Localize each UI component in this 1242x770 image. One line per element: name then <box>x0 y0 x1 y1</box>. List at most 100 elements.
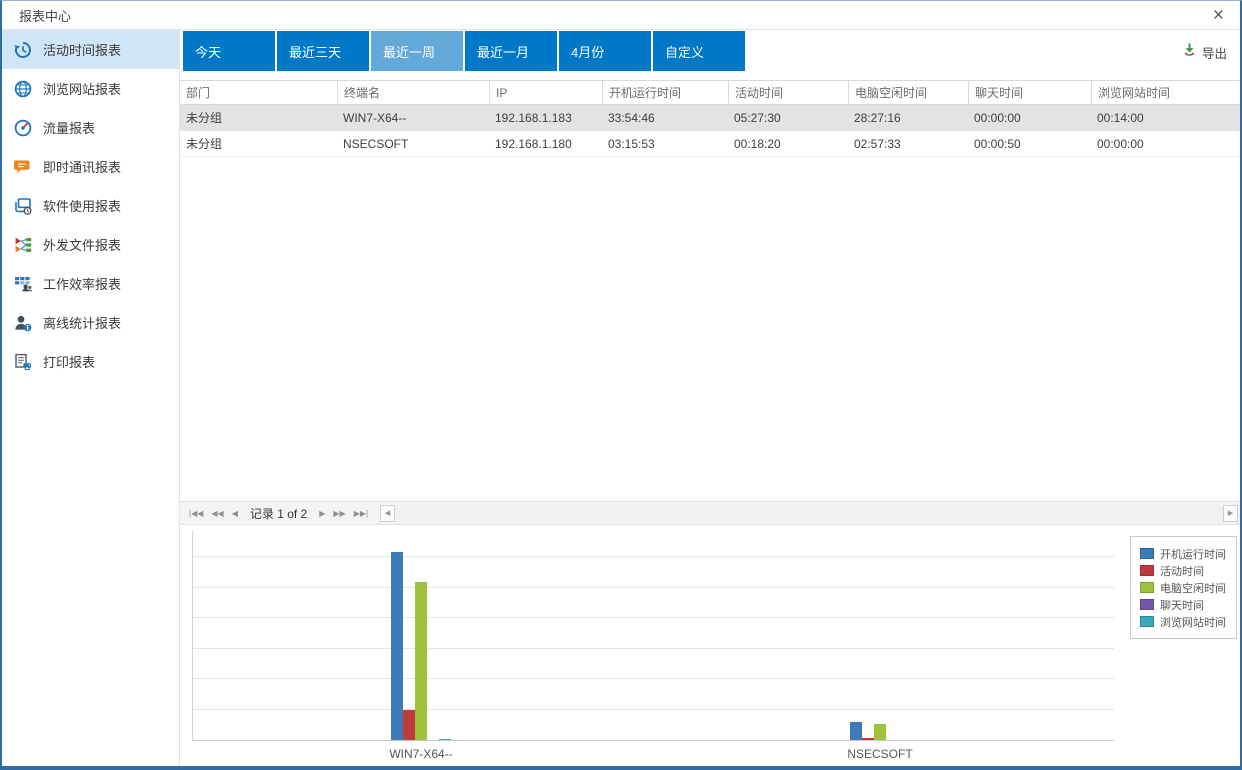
table-cell: 05:27:30 <box>734 110 781 125</box>
legend-item-idle-time: 电脑空闲时间 <box>1140 579 1226 596</box>
chart-legend: 开机运行时间 活动时间 电脑空闲时间 聊天时间 浏览网站时间 <box>1130 536 1237 639</box>
history-clock-icon <box>13 40 33 60</box>
bar-boot-run-time-1 <box>850 722 862 740</box>
table-row[interactable]: 未分组 NSECSOFT 192.168.1.180 03:15:53 00:18:20… <box>180 131 1240 157</box>
y-gridline <box>192 587 1114 588</box>
titlebar: 报表中心 × <box>2 1 1240 30</box>
column-header[interactable]: IP <box>489 81 602 104</box>
export-label: 导出 <box>1201 46 1227 61</box>
y-gridline <box>192 709 1114 710</box>
bar-active-time-1 <box>862 738 874 740</box>
pager-nav: |◀◀ ◀◀ ◀ 记录 1 of 2 ▶ ▶▶ ▶▶| <box>185 505 372 522</box>
column-header[interactable]: 活动时间 <box>728 81 848 104</box>
scroll-left-icon[interactable]: ◀ <box>380 504 396 522</box>
person-info-icon <box>13 313 33 333</box>
y-gridline <box>192 556 1114 557</box>
column-header[interactable]: 开机运行时间 <box>602 81 728 104</box>
table-cell: WIN7-X64-- <box>343 110 407 125</box>
sidebar-item-label: 离线统计报表 <box>43 316 122 331</box>
printer-icon <box>13 352 33 372</box>
tab-today[interactable]: 今天 <box>183 31 275 71</box>
legend-swatch <box>1140 582 1154 593</box>
bar-web-time-0 <box>439 739 451 740</box>
table-cell: 192.168.1.183 <box>495 110 572 125</box>
grid-header-row: 部门 终端名 IP 开机运行时间 活动时间 电脑空闲时间 聊天时间 浏览网站时间 <box>180 80 1240 105</box>
table-cell: 00:14:00 <box>1097 110 1144 125</box>
fast-forward-button[interactable]: ▶▶ <box>333 508 346 518</box>
sidebar-item-work-efficiency[interactable]: 工作效率报表 <box>2 264 179 303</box>
x-axis-label: NSECSOFT <box>847 747 913 761</box>
gauge-icon <box>13 118 33 138</box>
main-area: 活动时间报表 浏览网站报表流量报表即时通讯报表 软件使用报表外发文件报表工作效率报表… <box>2 30 1240 766</box>
tab-last-3-days[interactable]: 最近三天 <box>277 31 369 71</box>
table-cell: 28:27:16 <box>854 110 901 125</box>
tab-custom[interactable]: 自定义 <box>653 31 745 71</box>
content-area: 今天 最近三天 最近一周 最近一月 4月份 自定义 导出 部门 终端名 IP 开机运行时间 活动时… <box>180 30 1240 766</box>
sidebar-item-label: 打印报表 <box>43 355 96 370</box>
record-count-text: 记录 1 of 2 <box>249 506 308 521</box>
chat-bubble-icon <box>13 157 33 177</box>
sidebar-item-traffic[interactable]: 流量报表 <box>2 108 179 147</box>
table-cell: 00:00:00 <box>1097 136 1144 151</box>
sidebar: 活动时间报表 浏览网站报表流量报表即时通讯报表 软件使用报表外发文件报表工作效率报表… <box>2 30 180 766</box>
column-header[interactable]: 聊天时间 <box>968 81 1091 104</box>
first-page-button[interactable]: |◀◀ <box>189 508 204 518</box>
prev-page-button[interactable]: ◀ <box>231 508 238 518</box>
next-page-button[interactable]: ▶ <box>319 508 326 518</box>
grid-rows: 未分组 WIN7-X64-- 192.168.1.183 33:54:46 05:27:… <box>180 105 1240 157</box>
date-range-tabs: 今天 最近三天 最近一周 最近一月 4月份 自定义 <box>183 31 745 71</box>
export-download-icon <box>1182 42 1197 62</box>
legend-label: 电脑空闲时间 <box>1160 582 1226 595</box>
sidebar-item-print-report[interactable]: 打印报表 <box>2 342 179 381</box>
pager-bar: |◀◀ ◀◀ ◀ 记录 1 of 2 ▶ ▶▶ ▶▶| ◀ ▶ <box>180 501 1240 525</box>
legend-label: 开机运行时间 <box>1160 548 1226 561</box>
scroll-right-icon[interactable]: ▶ <box>1223 504 1238 522</box>
bar-idle-time-1 <box>874 724 886 740</box>
table-cell: NSECSOFT <box>343 136 409 151</box>
legend-label: 浏览网站时间 <box>1160 616 1226 629</box>
sidebar-item-offline-stats[interactable]: 离线统计报表 <box>2 303 179 342</box>
sidebar-item-label: 软件使用报表 <box>43 199 122 214</box>
y-gridline <box>192 678 1114 679</box>
tab-april[interactable]: 4月份 <box>559 31 651 71</box>
sidebar-item-label: 工作效率报表 <box>43 277 122 292</box>
table-cell: 33:54:46 <box>608 110 655 125</box>
scrollbar-track[interactable] <box>395 504 1223 522</box>
tab-last-week[interactable]: 最近一周 <box>371 31 463 71</box>
table-row[interactable]: 未分组 WIN7-X64-- 192.168.1.183 33:54:46 05:27:… <box>180 105 1240 131</box>
legend-swatch <box>1140 599 1154 610</box>
column-header[interactable]: 部门 <box>186 86 211 100</box>
y-gridline <box>192 617 1114 618</box>
bar-active-time-0 <box>403 710 415 740</box>
sidebar-item-label: 即时通讯报表 <box>43 160 122 175</box>
sidebar-item-instant-message[interactable]: 即时通讯报表 <box>2 147 179 186</box>
column-header[interactable]: 终端名 <box>337 81 489 104</box>
sidebar-item-web-browse[interactable]: 浏览网站报表 <box>2 69 179 108</box>
sidebar-item-label: 活动时间报表 <box>43 43 122 58</box>
app-window-clock-icon <box>13 196 33 216</box>
table-cell: 00:18:20 <box>734 136 781 151</box>
column-header[interactable]: 浏览网站时间 <box>1091 81 1240 104</box>
tab-last-month[interactable]: 最近一月 <box>465 31 557 71</box>
y-gridline <box>192 648 1114 649</box>
file-dispatch-icon <box>13 235 33 255</box>
sidebar-item-activity-time[interactable]: 活动时间报表 <box>2 30 179 69</box>
fast-back-button[interactable]: ◀◀ <box>211 508 224 518</box>
sidebar-item-outgoing-files[interactable]: 外发文件报表 <box>2 225 179 264</box>
table-cell: 192.168.1.180 <box>495 136 572 151</box>
export-button[interactable]: 导出 <box>1182 42 1227 62</box>
sidebar-item-label: 浏览网站报表 <box>43 82 122 97</box>
bar-boot-run-time-0 <box>391 552 403 740</box>
last-page-button[interactable]: ▶▶| <box>353 508 369 518</box>
table-cell: 03:15:53 <box>608 136 655 151</box>
data-grid: 部门 终端名 IP 开机运行时间 活动时间 电脑空闲时间 聊天时间 浏览网站时间 未分组 WIN… <box>180 80 1240 157</box>
legend-swatch <box>1140 616 1154 627</box>
legend-label: 聊天时间 <box>1160 599 1204 612</box>
sidebar-item-software-usage[interactable]: 软件使用报表 <box>2 186 179 225</box>
table-cell: 02:57:33 <box>854 136 901 151</box>
legend-item-chat-time: 聊天时间 <box>1140 596 1226 613</box>
column-header[interactable]: 电脑空闲时间 <box>848 81 968 104</box>
table-cell: 未分组 <box>186 137 223 151</box>
close-icon[interactable]: × <box>1212 4 1224 26</box>
